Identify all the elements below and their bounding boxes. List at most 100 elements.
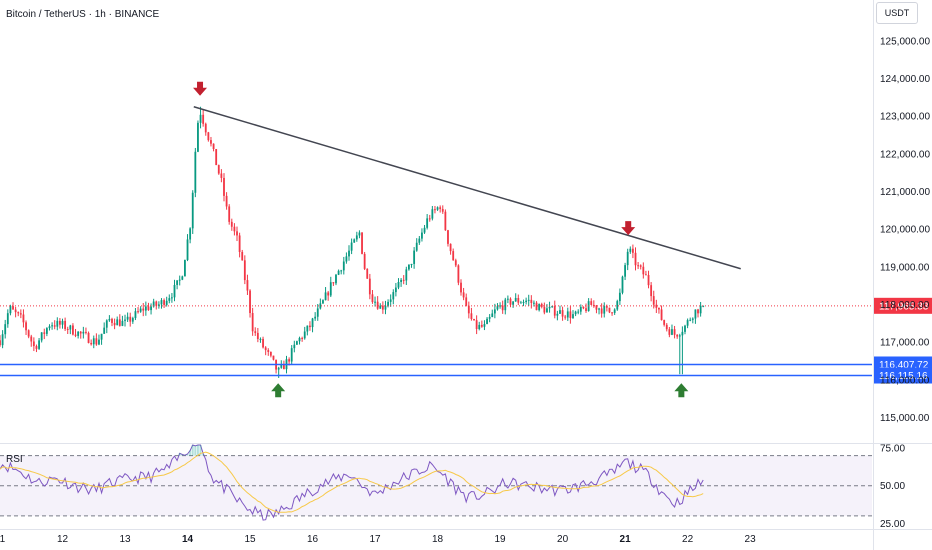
candle-body	[139, 308, 142, 312]
candle-body	[652, 296, 655, 305]
candle-body	[43, 332, 46, 334]
candle-body	[616, 301, 619, 310]
candle-body	[152, 301, 155, 307]
candle-body	[374, 301, 376, 303]
candle-body	[85, 331, 87, 333]
candle-body	[150, 306, 152, 311]
candle-body	[408, 264, 410, 270]
candle-body	[58, 320, 61, 325]
candle-body	[499, 305, 501, 307]
candle-body	[69, 325, 72, 330]
candle-body	[199, 114, 202, 123]
candle-body	[116, 319, 119, 326]
candle-body	[658, 307, 660, 310]
candle-body	[439, 207, 442, 209]
currency-button[interactable]: USDT	[876, 2, 918, 24]
candle-body	[144, 306, 147, 311]
candle-body	[147, 306, 150, 311]
price-tick-label: 115,000.00	[880, 413, 930, 424]
candle-body	[303, 331, 306, 339]
candle-body	[272, 355, 275, 360]
candle-body	[546, 308, 548, 313]
candle-body	[223, 177, 225, 196]
candle-body	[66, 328, 69, 330]
candle-body	[613, 309, 616, 313]
candle-body	[535, 302, 538, 311]
candle-body	[337, 270, 340, 275]
candle-body	[197, 122, 199, 152]
candle-body	[405, 269, 408, 281]
candle-body	[87, 332, 90, 343]
candle-body	[475, 320, 478, 329]
time-tick-label: 16	[307, 534, 319, 545]
candle-body	[121, 320, 124, 326]
candle-body	[371, 294, 374, 303]
time-tick-label: 14	[182, 534, 194, 545]
candle-body	[358, 232, 361, 236]
candle-body	[436, 207, 439, 210]
candle-body	[629, 248, 632, 252]
candle-body	[389, 299, 392, 302]
candle-body	[582, 306, 585, 309]
candle-body	[426, 218, 429, 228]
candle-body	[397, 282, 400, 288]
candle-body	[35, 346, 38, 349]
candle-body	[0, 340, 1, 346]
candle-body	[655, 304, 658, 308]
time-tick-label: 15	[244, 534, 256, 545]
candle-body	[676, 334, 679, 337]
candle-body	[697, 309, 699, 314]
candle-body	[671, 329, 673, 335]
candle-body	[637, 265, 640, 267]
candle-body	[645, 274, 647, 276]
candle-body	[566, 311, 569, 318]
candle-body	[290, 348, 293, 362]
descending-trendline	[193, 106, 741, 270]
candle-body	[92, 338, 95, 345]
up-arrow-icon	[674, 383, 689, 398]
candle-body	[207, 132, 210, 141]
candle-body	[204, 123, 207, 133]
candle-body	[322, 300, 324, 304]
price-tick-label: 117,000.00	[880, 338, 930, 349]
rsi-panel[interactable]	[0, 444, 872, 521]
time-tick-label: 21	[620, 534, 632, 545]
candle-body	[603, 306, 606, 314]
support-level-label: 116,407.72	[879, 360, 929, 371]
candle-body	[12, 306, 14, 310]
candle-body	[233, 226, 236, 232]
candle-body	[160, 300, 163, 305]
candle-body	[538, 303, 541, 311]
candle-body	[269, 351, 272, 356]
candle-body	[61, 320, 64, 325]
candle-body	[129, 316, 132, 322]
candle-body	[366, 268, 369, 279]
up-arrow-icon	[271, 383, 286, 398]
candle-body	[514, 297, 517, 302]
candle-body	[184, 260, 186, 277]
candle-body	[410, 263, 413, 265]
candle-body	[634, 252, 637, 266]
candle-body	[181, 276, 184, 280]
candle-body	[548, 306, 551, 309]
candle-body	[540, 303, 543, 307]
candle-body	[376, 301, 379, 309]
candle-body	[569, 311, 572, 319]
candle-body	[131, 318, 134, 322]
candle-body	[415, 242, 418, 251]
candle-body	[423, 227, 426, 233]
rsi-line	[0, 444, 704, 521]
candle-body	[394, 287, 397, 293]
candle-body	[519, 302, 522, 304]
candle-body	[559, 310, 561, 314]
candle-body	[194, 151, 197, 193]
candle-body	[509, 298, 512, 305]
time-tick-label: 23	[745, 534, 757, 545]
candle-body	[38, 340, 40, 349]
candle-body	[163, 300, 165, 305]
candle-body	[663, 320, 666, 325]
candle-body	[522, 302, 525, 304]
candle-body	[496, 306, 499, 310]
